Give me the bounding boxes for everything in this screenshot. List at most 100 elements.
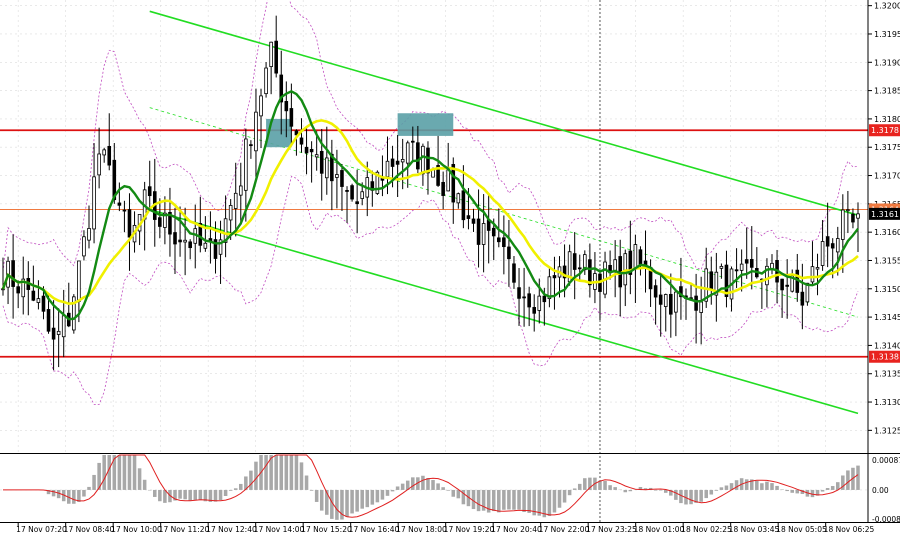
- candle-body: [800, 291, 805, 306]
- time-tick-label: 17 Nov 18:00: [396, 525, 447, 534]
- candle-body: [679, 286, 683, 298]
- envelope-bands: [2, 0, 859, 405]
- candle-body: [532, 307, 537, 314]
- price-tick-label: 1.3130: [874, 398, 900, 407]
- candle-body: [324, 157, 329, 179]
- time-tick-label: 17 Nov 10:00: [111, 525, 162, 534]
- candle-body: [547, 276, 552, 300]
- candle-body: [512, 263, 516, 283]
- candle-body: [841, 209, 845, 240]
- candle-body: [72, 296, 76, 331]
- chart-frames: [0, 0, 900, 523]
- candle-body: [163, 212, 167, 228]
- candle-body: [340, 170, 344, 187]
- candle-body: [846, 209, 850, 212]
- candle-body: [709, 271, 714, 291]
- candle-body: [299, 137, 304, 145]
- candle-body: [426, 147, 430, 174]
- candle-body: [51, 327, 56, 340]
- price-tick-label: 1.3135: [874, 370, 900, 379]
- level-tag-label: 1.3178: [871, 126, 899, 135]
- candle-body: [274, 40, 278, 74]
- candle-body: [562, 265, 567, 279]
- candle-body: [122, 209, 127, 212]
- time-tick-label: 17 Nov 11:20: [159, 525, 210, 534]
- price-tick-label: 1.3125: [874, 426, 900, 435]
- candle-body: [856, 213, 860, 219]
- candle-body: [213, 239, 218, 259]
- candle-body: [416, 142, 420, 170]
- candle-body: [502, 237, 506, 248]
- candle-body: [785, 284, 789, 287]
- candle-body: [441, 181, 445, 196]
- candle-body: [405, 142, 410, 164]
- candle-body: [825, 236, 830, 247]
- candle-body: [588, 259, 592, 286]
- candle-body: [411, 140, 415, 143]
- candle-body: [284, 101, 289, 112]
- candle-body: [233, 192, 238, 209]
- candle-body: [507, 246, 511, 260]
- candle-body: [117, 202, 122, 206]
- candle-body: [400, 159, 405, 163]
- price-tick-label: 1.3150: [874, 285, 900, 294]
- candle-body: [719, 265, 724, 269]
- time-tick-label: 17 Nov 07:20: [16, 525, 67, 534]
- candle-body: [279, 74, 284, 103]
- time-tick-label: 18 Nov 05:05: [776, 525, 827, 534]
- candle-body: [112, 159, 117, 201]
- price-tick-label: 1.3175: [874, 143, 900, 152]
- candle-body: [820, 241, 825, 266]
- moving-average-fast: [1, 89, 859, 321]
- candle-body: [158, 217, 162, 227]
- candle-body: [744, 259, 749, 264]
- candle-body: [638, 249, 643, 266]
- candle-body: [238, 185, 243, 196]
- candle-body: [491, 227, 496, 237]
- candle-body: [375, 171, 380, 194]
- price-tick-label: 1.3185: [874, 87, 900, 96]
- current-price-tag-bg: [869, 207, 900, 220]
- candle-body: [46, 309, 51, 332]
- candle-body: [147, 186, 152, 197]
- candle-body: [633, 244, 638, 270]
- time-tick-label: 17 Nov 19:20: [444, 525, 495, 534]
- candle-body: [61, 315, 66, 338]
- time-tick-label: 17 Nov 12:40: [206, 525, 257, 534]
- price-tick-label: 1.3190: [874, 58, 900, 67]
- candle-body: [31, 290, 36, 301]
- channel-line-1: [149, 208, 859, 415]
- level-tag-bg: [869, 124, 900, 137]
- candle-body: [259, 95, 263, 117]
- candle-body: [127, 209, 132, 238]
- candle-body: [228, 205, 233, 221]
- candle-body: [724, 264, 729, 297]
- candle-body: [765, 265, 769, 286]
- candle-body: [289, 108, 294, 127]
- candle-body: [471, 218, 476, 224]
- candle-body: [203, 242, 208, 249]
- price-tick-label: 1.3180: [874, 115, 900, 124]
- oscillator-series: [3, 454, 860, 520]
- candle-body: [734, 269, 739, 272]
- candle-body: [87, 228, 91, 241]
- candle-body: [319, 150, 324, 174]
- candle-body: [173, 232, 177, 245]
- candle-body: [517, 287, 521, 299]
- candle-body: [107, 145, 112, 166]
- candle-body: [653, 285, 658, 298]
- candle-body: [102, 149, 106, 156]
- price-axis: 1.3200 1.3195 1.3190 1.3185 1.3180 1.3175 1.31…: [868, 2, 900, 435]
- candle-body: [390, 158, 395, 167]
- oscillator-signal: [3, 454, 859, 518]
- time-tick-label: 18 Nov 06:25: [824, 525, 875, 534]
- candle-body: [56, 330, 61, 335]
- candle-body: [699, 301, 703, 313]
- candle-body: [77, 260, 81, 302]
- time-tick-label: 17 Nov 20:40: [491, 525, 542, 534]
- candle-body: [97, 153, 101, 176]
- candle-body: [694, 295, 698, 311]
- candle-body: [218, 239, 223, 255]
